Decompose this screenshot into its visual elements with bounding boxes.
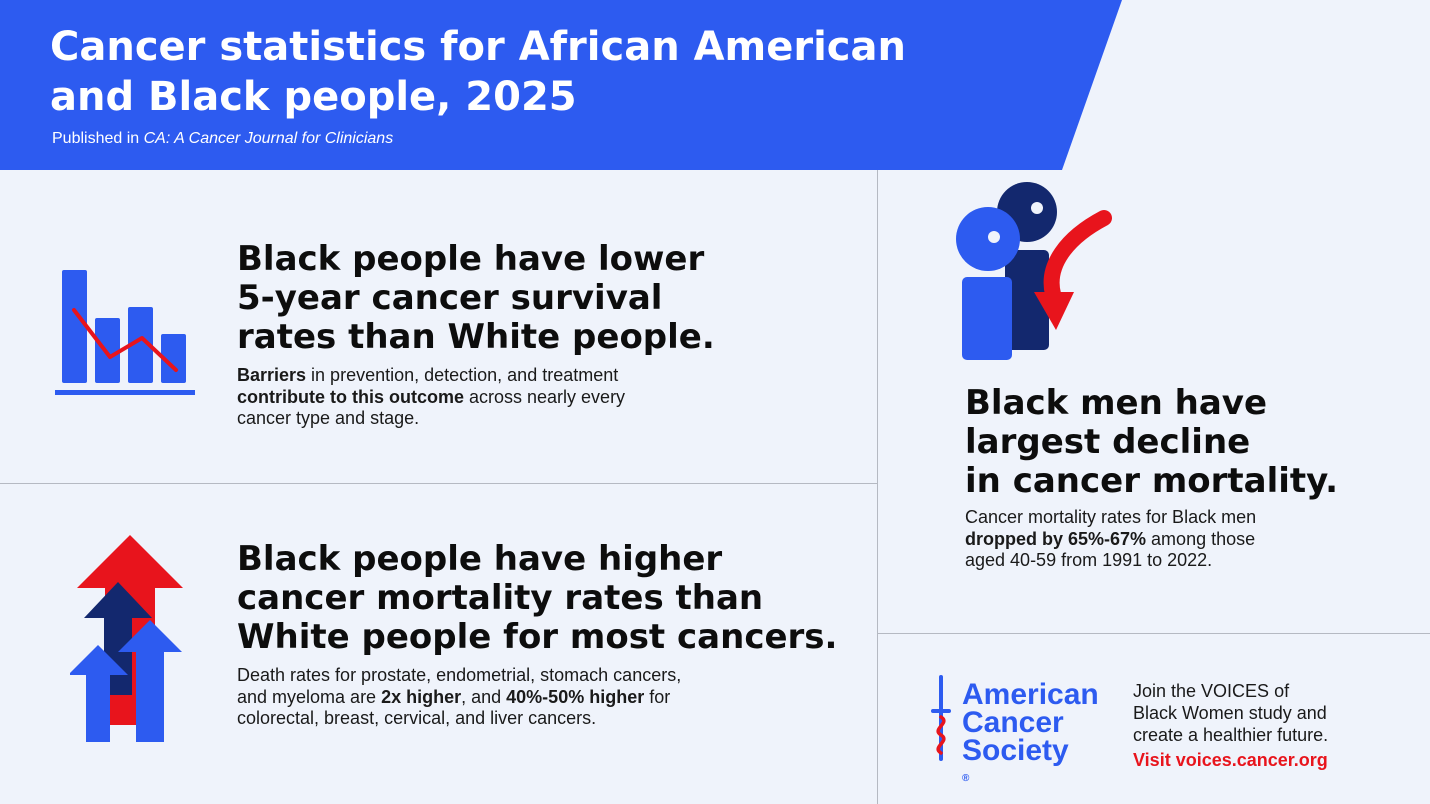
survival-text-2: across nearly every (464, 386, 626, 407)
logo-line-1: American (962, 678, 1099, 711)
decline-text-2: among those (1146, 528, 1256, 549)
decline-bold-1: dropped by 65%-67% (965, 528, 1147, 549)
decline-text-1: Cancer mortality rates for Black men (965, 507, 1257, 527)
voices-link[interactable]: Visit voices.cancer.org (1133, 750, 1328, 770)
mortality-text-5: colorectal, breast, cervical, and liver … (237, 708, 597, 728)
cta-line-2: Black Women study and (1133, 703, 1327, 723)
title-line-1: Cancer statistics for African American (50, 24, 906, 70)
mortality-heading: Black people have higher cancer mortalit… (237, 540, 837, 657)
survival-heading-line-1: Black people have lower (237, 239, 705, 279)
journal-name: CA: A Cancer Journal for Clinicians (143, 130, 394, 147)
sword-snake-icon (931, 675, 951, 761)
survival-text-1: in prevention, detection, and treatment (306, 365, 619, 385)
survival-heading-line-2: 5-year cancer survival (237, 278, 663, 318)
mortality-text-3: , and (461, 686, 507, 707)
header-banner (0, 0, 1122, 170)
mortality-heading-line-1: Black people have higher (237, 539, 723, 579)
decline-heading-line-1: Black men have (965, 383, 1268, 423)
decline-text-3: aged 40-59 from 1991 to 2022. (965, 550, 1213, 570)
mortality-text-2: and myeloma are (237, 686, 382, 707)
vertical-divider (877, 170, 878, 804)
decline-heading: Black men have largest decline in cancer… (965, 384, 1338, 501)
decline-description: Cancer mortality rates for Black men dro… (965, 507, 1256, 572)
decline-heading-line-3: in cancer mortality. (965, 461, 1339, 501)
title-line-2: and Black people, 2025 (50, 74, 577, 120)
survival-bold-1: Barriers (237, 365, 307, 385)
survival-text-3: cancer type and stage. (237, 408, 420, 428)
left-horizontal-divider (0, 483, 877, 484)
mortality-text-4: for (644, 686, 671, 707)
page-title: Cancer statistics for African American a… (50, 22, 1050, 122)
registered-mark: ® (962, 773, 970, 784)
bar-chart-decline-icon (55, 270, 195, 395)
survival-heading-line-3: rates than White people. (237, 317, 715, 357)
survival-heading: Black people have lower 5-year cancer su… (237, 240, 715, 357)
acs-logo: American Cancer Society ® (962, 678, 1099, 793)
right-horizontal-divider (878, 633, 1430, 634)
decline-heading-line-2: largest decline (965, 422, 1251, 462)
survival-description: Barriers in prevention, detection, and t… (237, 365, 625, 430)
mortality-bold-1: 2x higher (381, 686, 462, 707)
logo-line-3: Society ® (962, 734, 1099, 793)
mortality-description: Death rates for prostate, endometrial, s… (237, 665, 681, 730)
rising-arrows-icon (70, 535, 183, 742)
publication-prefix: Published in (52, 130, 144, 147)
cta-line-1: Join the VOICES of (1133, 681, 1290, 701)
mortality-heading-line-3: White people for most cancers. (237, 617, 838, 657)
logo-line-3-text: Society (962, 734, 1069, 767)
mortality-text-1: Death rates for prostate, endometrial, s… (237, 665, 682, 685)
logo-line-2: Cancer (962, 706, 1064, 739)
publication-note: Published in CA: A Cancer Journal for Cl… (52, 130, 393, 148)
mortality-bold-2: 40%-50% higher (506, 686, 645, 707)
cta-line-3: create a healthier future. (1133, 725, 1329, 745)
survival-bold-2: contribute to this outcome (237, 386, 464, 407)
people-down-arrow-icon (956, 182, 1112, 360)
voices-call-to-action: Join the VOICES of Black Women study and… (1133, 680, 1328, 771)
mortality-heading-line-2: cancer mortality rates than (237, 578, 764, 618)
